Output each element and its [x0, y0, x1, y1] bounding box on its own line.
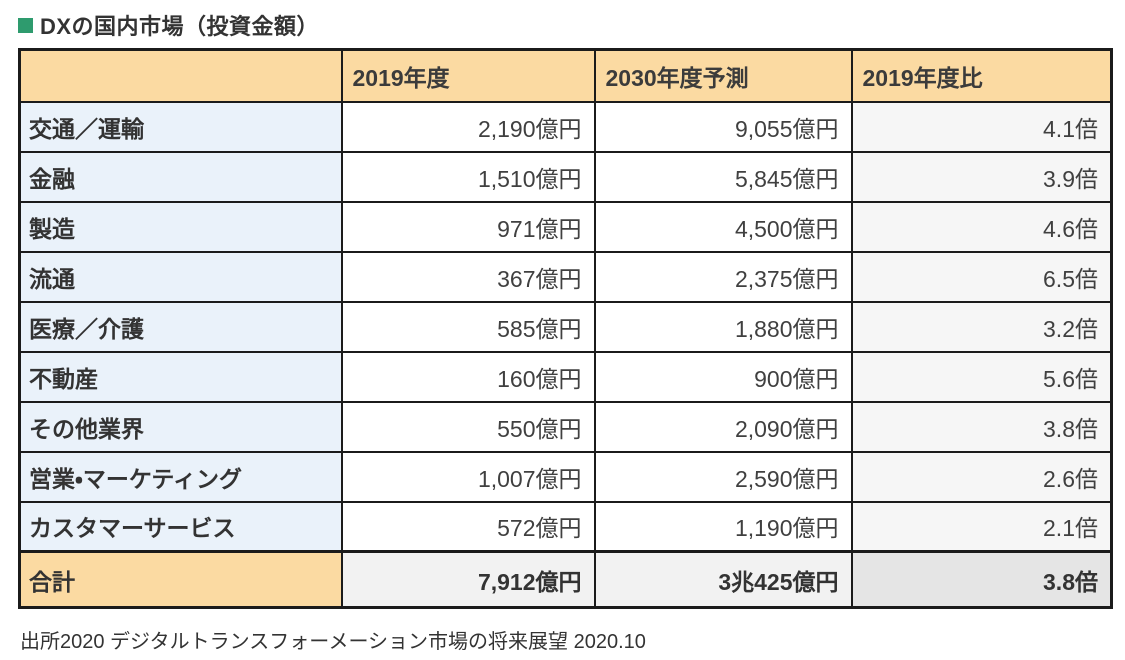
total-ratio-value: 3.8倍: [850, 550, 1113, 609]
industry-label: 医療／介護: [18, 300, 343, 353]
table-row: 金融 1,510億円 5,845億円 3.9倍: [18, 150, 1113, 203]
fy2030-value: 1,190億円: [593, 500, 853, 553]
ratio-value: 6.5倍: [850, 250, 1113, 303]
table-row: 交通／運輸 2,190億円 9,055億円 4.1倍: [18, 100, 1113, 153]
fy2030-value: 2,090億円: [593, 400, 853, 453]
ratio-value: 3.2倍: [850, 300, 1113, 353]
figure-title: DXの国内市場（投資金額）: [18, 8, 1110, 42]
total-row: 合計 7,912億円 3兆425億円 3.8倍: [18, 550, 1113, 609]
fy2019-value: 1,007億円: [340, 450, 596, 503]
ratio-value: 3.9倍: [850, 150, 1113, 203]
table-row: 製造 971億円 4,500億円 4.6倍: [18, 200, 1113, 253]
fy2019-value: 2,190億円: [340, 100, 596, 153]
industry-label: その他業界: [18, 400, 343, 453]
ratio-value: 2.6倍: [850, 450, 1113, 503]
fy2019-value: 550億円: [340, 400, 596, 453]
dx-market-table: 2019年度 2030年度予測 2019年度比 交通／運輸 2,190億円 9,055億…: [18, 48, 1113, 609]
ratio-value: 5.6倍: [850, 350, 1113, 403]
total-fy2030-value: 3兆425億円: [593, 550, 853, 609]
table-row: その他業界 550億円 2,090億円 3.8倍: [18, 400, 1113, 453]
col-header-fy2019: 2019年度: [340, 48, 596, 103]
industry-label: 交通／運輸: [18, 100, 343, 153]
ratio-value: 3.8倍: [850, 400, 1113, 453]
fy2030-value: 2,590億円: [593, 450, 853, 503]
industry-label: 製造: [18, 200, 343, 253]
table-row: 流通 367億円 2,375億円 6.5倍: [18, 250, 1113, 303]
ratio-value: 4.6倍: [850, 200, 1113, 253]
industry-label: 不動産: [18, 350, 343, 403]
industry-label: 営業・マーケティング: [18, 450, 343, 503]
fy2019-value: 160億円: [340, 350, 596, 403]
green-square-bullet-icon: [18, 17, 33, 33]
industry-label: 流通: [18, 250, 343, 303]
industry-label: カスタマーサービス: [18, 500, 343, 553]
fy2030-value: 900億円: [593, 350, 853, 403]
table-row: 不動産 160億円 900億円 5.6倍: [18, 350, 1113, 403]
fy2030-value: 2,375億円: [593, 250, 853, 303]
col-header-ratio: 2019年度比: [850, 48, 1113, 103]
total-label: 合計: [18, 550, 343, 609]
ratio-value: 2.1倍: [850, 500, 1113, 553]
source-note: 出所2020 デジタルトランスフォーメーション市場の将来展望 2020.10: [20, 631, 646, 653]
industry-label: 金融: [18, 150, 343, 203]
col-header-industry: [18, 48, 343, 103]
fy2030-value: 1,880億円: [593, 300, 853, 353]
table-row: 営業・マーケティング 1,007億円 2,590億円 2.6倍: [18, 450, 1113, 503]
fy2030-value: 4,500億円: [593, 200, 853, 253]
fy2030-value: 5,845億円: [593, 150, 853, 203]
col-header-fy2030: 2030年度予測: [593, 48, 853, 103]
table-row: カスタマーサービス 572億円 1,190億円 2.1倍: [18, 500, 1113, 553]
fy2019-value: 1,510億円: [340, 150, 596, 203]
table-row: 医療／介護 585億円 1,880億円 3.2倍: [18, 300, 1113, 353]
fy2019-value: 367億円: [340, 250, 596, 303]
table-header-row: 2019年度 2030年度予測 2019年度比: [18, 48, 1113, 103]
fy2019-value: 585億円: [340, 300, 596, 353]
fy2019-value: 572億円: [340, 500, 596, 553]
page-title: DXの国内市場（投資金額）: [40, 14, 320, 39]
total-fy2019-value: 7,912億円: [340, 550, 596, 609]
fy2030-value: 9,055億円: [593, 100, 853, 153]
fy2019-value: 971億円: [340, 200, 596, 253]
ratio-value: 4.1倍: [850, 100, 1113, 153]
